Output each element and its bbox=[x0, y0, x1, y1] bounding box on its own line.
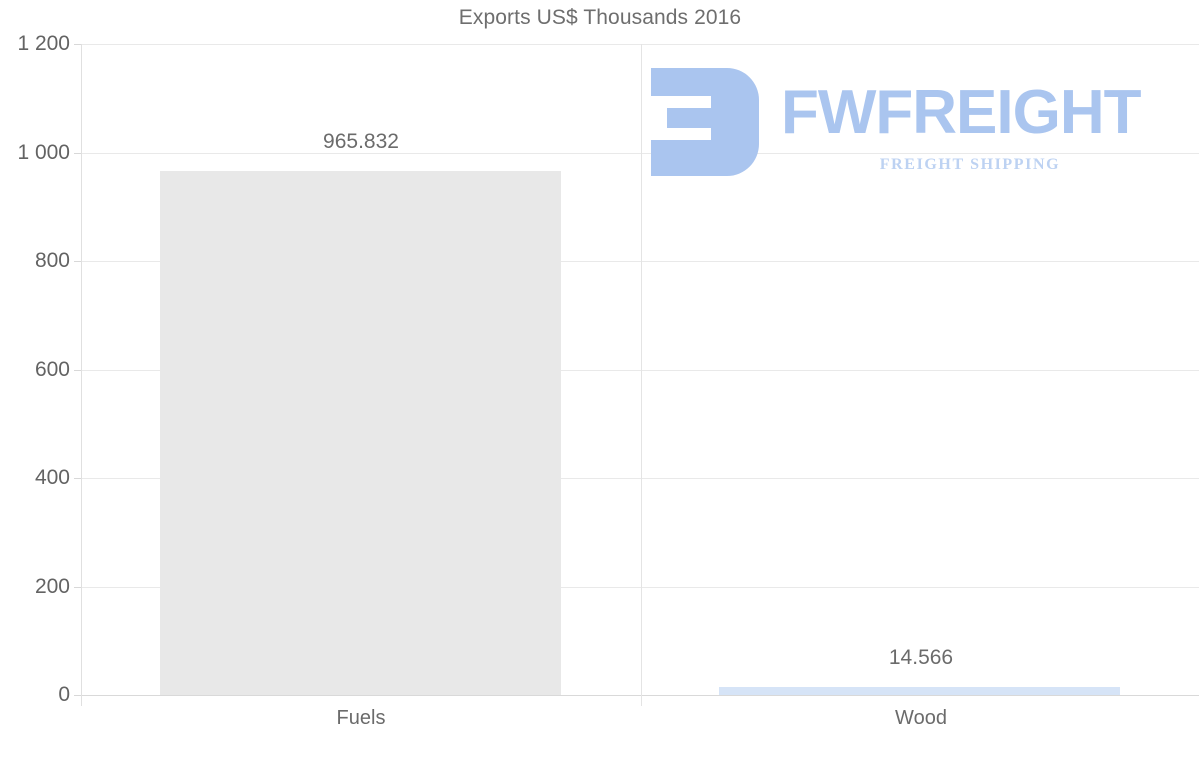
gridline-600 bbox=[81, 369, 1199, 371]
chart-title: Exports US$ Thousands 2016 bbox=[458, 6, 742, 29]
value-label-wood: 14.566 bbox=[888, 646, 954, 669]
y-tick-label-0: 0 bbox=[58, 683, 70, 706]
category-separator-line bbox=[641, 44, 642, 706]
y-tick-label-400: 400 bbox=[34, 466, 70, 489]
y-tick-label-1200: 1 200 bbox=[17, 32, 70, 55]
y-tick-label-600: 600 bbox=[34, 357, 70, 381]
gridline-800 bbox=[81, 261, 1199, 262]
gridline-400 bbox=[81, 478, 1199, 479]
y-axis-line bbox=[81, 44, 82, 706]
y-tick-mark-0 bbox=[74, 695, 81, 696]
bar-wood[interactable] bbox=[718, 687, 1121, 695]
y-tick-mark-1000 bbox=[74, 152, 81, 154]
y-tick-mark-800 bbox=[74, 261, 81, 262]
x-axis-label-fuels: Fuels bbox=[336, 707, 386, 729]
gridline-0 bbox=[81, 695, 1199, 696]
y-tick-mark-1200 bbox=[74, 44, 81, 45]
x-axis-label-wood: Wood bbox=[895, 707, 947, 729]
y-tick-mark-600 bbox=[74, 369, 81, 371]
gridline-1000 bbox=[81, 152, 1199, 154]
bar-fuels[interactable] bbox=[159, 171, 562, 695]
y-tick-label-800: 800 bbox=[34, 249, 70, 272]
y-tick-label-1000: 1 000 bbox=[17, 140, 70, 164]
value-label-fuels: 965.832 bbox=[323, 130, 399, 153]
gridline-1200 bbox=[81, 44, 1199, 45]
plot-area bbox=[81, 44, 1199, 706]
y-tick-mark-200 bbox=[74, 586, 81, 588]
gridline-200 bbox=[81, 586, 1199, 588]
y-tick-mark-400 bbox=[74, 478, 81, 479]
y-tick-label-200: 200 bbox=[34, 574, 70, 598]
